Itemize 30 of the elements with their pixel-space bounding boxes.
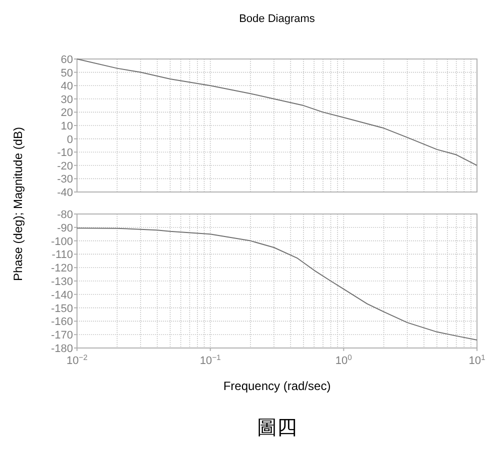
- y-tick-label: -130: [50, 276, 73, 288]
- y-tick-label: 50: [60, 67, 73, 80]
- chart-title: Bode Diagrams: [239, 13, 316, 25]
- y-tick-label: -40: [57, 187, 73, 199]
- y-tick-label: -30: [57, 174, 73, 186]
- y-tick-label: -90: [57, 222, 73, 234]
- y-tick-label: 10: [60, 120, 73, 132]
- x-axis-title: Frequency (rad/sec): [223, 379, 331, 393]
- y-tick-label: 30: [60, 94, 73, 106]
- y-tick-label: -150: [50, 302, 73, 315]
- y-tick-label: -80: [57, 209, 73, 221]
- x-tick-label: 10$^{1}$: [468, 352, 486, 367]
- y-tick-label: 60: [60, 54, 73, 66]
- y-tick-label: -100: [50, 236, 73, 248]
- x-tick-label: 10$^{0}$: [335, 352, 352, 367]
- y-tick-label: -10: [57, 147, 73, 160]
- y-tick-label: -120: [50, 262, 73, 275]
- y-tick-label: 40: [60, 80, 73, 93]
- y-tick-label: -140: [50, 289, 73, 302]
- y-tick-label: -20: [57, 160, 73, 172]
- x-tick-label: 10$^{−1}$: [200, 352, 221, 367]
- y-tick-label: -110: [52, 249, 73, 262]
- y-tick-label: -180: [50, 343, 73, 355]
- y-tick-label: -170: [50, 330, 73, 342]
- y-tick-label: -160: [50, 316, 73, 328]
- y-axis-title: Phase (deg); Magnitude (dB): [11, 126, 25, 282]
- x-tick-label: 10$^{−2}$: [66, 352, 88, 367]
- text: 圖四: [257, 417, 297, 439]
- y-tick-label: 0: [66, 134, 73, 146]
- y-tick-label: 20: [60, 107, 73, 120]
